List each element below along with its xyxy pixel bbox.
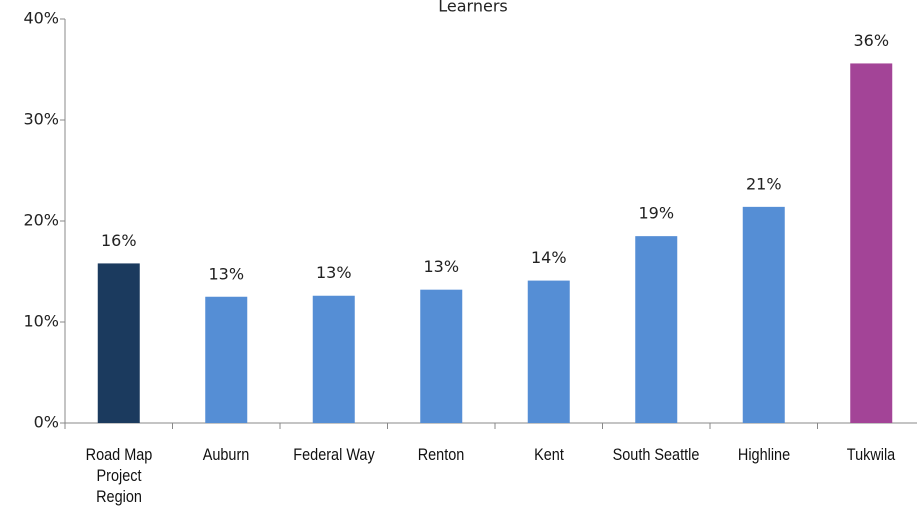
y-tick-label: 30% [23, 110, 59, 129]
data-label: 16% [101, 231, 137, 250]
x-tick-label: South Seattle [612, 445, 700, 464]
bar [742, 206, 785, 423]
data-label: 13% [423, 257, 459, 276]
data-label: 21% [746, 174, 782, 193]
bar [312, 295, 355, 423]
chart-title: Learners [438, 0, 507, 16]
x-tick-label: Federal Way [293, 445, 375, 464]
bar [527, 280, 570, 423]
bar [635, 236, 678, 423]
x-tick-label: Renton [417, 445, 465, 464]
data-label: 19% [638, 204, 674, 223]
x-tick-label: Highline [737, 445, 790, 464]
y-tick-label: 0% [34, 413, 59, 432]
x-tick-label: Auburn [202, 445, 250, 464]
y-tick-label: 20% [23, 211, 59, 230]
x-tick-label: Kent [533, 445, 564, 464]
bar [850, 63, 893, 423]
data-label: 13% [208, 264, 244, 283]
data-label: 14% [531, 248, 567, 267]
x-tick-label: Road Map Project Region [85, 445, 153, 506]
data-label: 13% [316, 263, 352, 282]
bar [97, 263, 140, 423]
bar [420, 289, 463, 423]
bar [205, 296, 248, 423]
x-tick-label: Tukwila [847, 445, 896, 464]
y-tick-label: 40% [23, 9, 59, 28]
data-label: 36% [853, 31, 889, 50]
y-tick-label: 10% [23, 312, 59, 331]
